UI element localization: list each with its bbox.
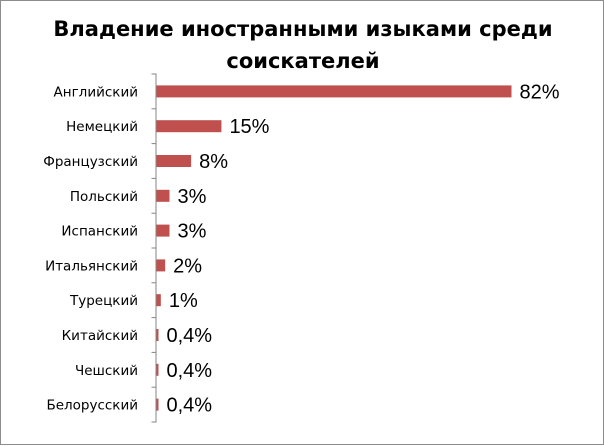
bar — [156, 363, 159, 376]
data-label: 0,4% — [167, 395, 213, 417]
y-axis-ticks — [151, 73, 157, 423]
bar — [156, 329, 159, 341]
bar — [156, 155, 192, 167]
category-label: Испанский — [61, 224, 138, 240]
value-labels: 82% 15%8% 3% 3% 2% 1% 0,4% 0,4% 0,4% — [167, 81, 560, 416]
category-label: Китайский — [62, 328, 138, 344]
data-label: 3% — [177, 221, 206, 243]
chart-title-line-2: соискателей — [226, 49, 379, 73]
data-label: 2% — [173, 255, 202, 277]
category-label: Английский — [54, 84, 138, 100]
category-labels: Английский Немецкий Французский Польский Исп… — [43, 84, 138, 413]
data-label: 1% — [169, 290, 198, 312]
bar — [156, 224, 170, 237]
bar — [156, 398, 159, 411]
chart-title-line-1: Владение иностранными изыками среди — [53, 17, 552, 41]
bar — [156, 85, 512, 98]
data-label: 8% — [199, 151, 228, 173]
category-label: Итальянский — [45, 258, 138, 274]
data-label: 0,4% — [167, 325, 213, 347]
bars-layer — [156, 85, 512, 411]
category-label: Французский — [43, 154, 138, 170]
data-label: 82% — [520, 81, 560, 103]
category-label: Немецкий — [66, 119, 138, 135]
category-label: Чешский — [75, 363, 138, 379]
bar — [156, 294, 161, 307]
category-label: Турецкий — [69, 293, 138, 309]
category-label: Польский — [70, 189, 138, 205]
data-label: 3% — [177, 186, 206, 208]
bar — [156, 120, 222, 133]
category-label: Белорусский — [46, 398, 138, 414]
bar — [156, 189, 170, 202]
bar — [156, 259, 166, 272]
data-label: 0,4% — [167, 360, 213, 382]
data-label: 15% — [229, 116, 269, 138]
